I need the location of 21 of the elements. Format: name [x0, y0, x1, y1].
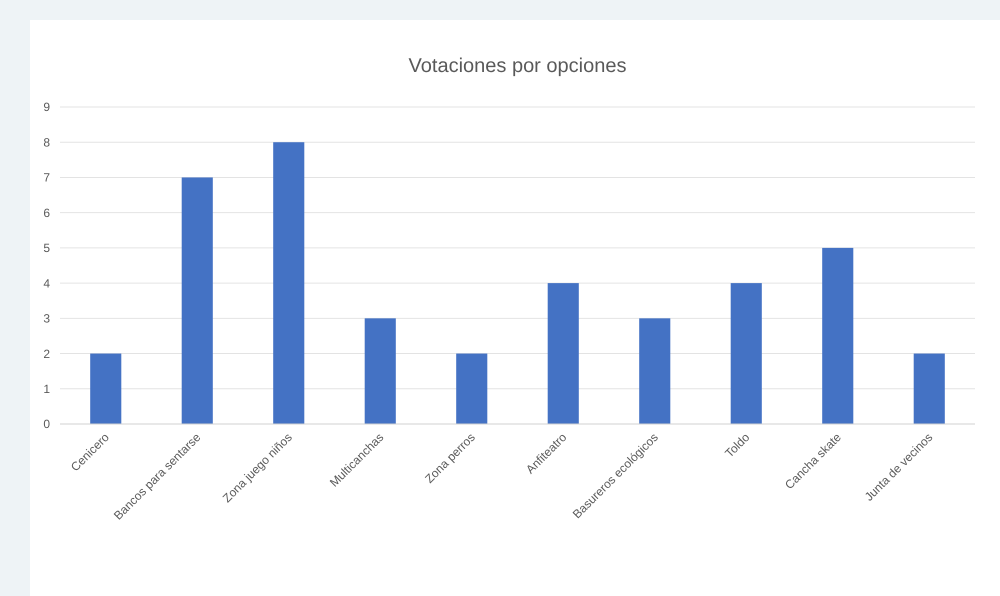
y-tick-label: 9 [43, 100, 50, 114]
y-tick-label: 4 [43, 276, 50, 290]
bar [548, 283, 579, 424]
y-tick-label: 8 [43, 135, 50, 150]
bar [730, 283, 762, 424]
y-tick-label: 1 [43, 382, 50, 396]
chart-title: Votaciones por opciones [408, 55, 626, 77]
bar [822, 248, 854, 424]
y-tick-label: 0 [43, 417, 50, 432]
bar [456, 354, 488, 424]
bar [182, 177, 213, 424]
y-tick-label: 5 [43, 241, 50, 256]
bar [273, 142, 304, 424]
y-tick-label: 6 [43, 206, 50, 220]
bar [90, 354, 122, 424]
bar [364, 318, 396, 424]
y-tick-label: 2 [43, 346, 50, 361]
bar [639, 318, 670, 424]
bar [914, 354, 945, 424]
y-tick-label: 7 [43, 170, 50, 185]
y-tick-label: 3 [43, 312, 50, 326]
